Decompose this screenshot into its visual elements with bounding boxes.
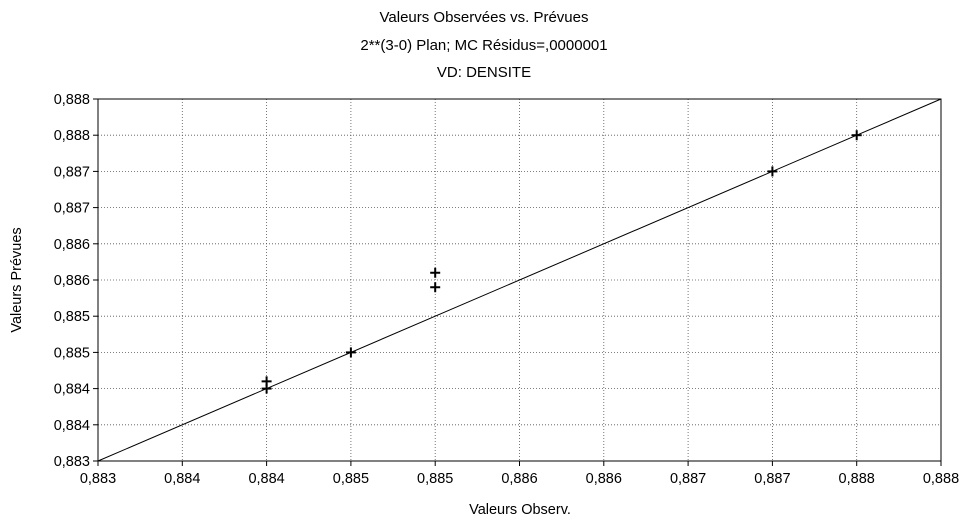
x-tick-label: 0,885 (333, 471, 369, 487)
x-tick-label: 0,887 (754, 471, 790, 487)
y-tick-label: 0,886 (54, 237, 90, 253)
x-tick-label: 0,884 (248, 471, 284, 487)
x-tick-label: 0,888 (839, 471, 875, 487)
x-tick-labels: 0,883 0,884 0,884 0,885 0,885 0,886 0,886 0,887… (80, 471, 959, 487)
y-tick-label: 0,884 (54, 418, 90, 434)
fit-line (97, 98, 942, 462)
data-point (851, 130, 862, 141)
chart-subtitle: 2**(3-0) Plan; MC Résidus=,0000001 (360, 37, 607, 54)
y-tick-label: 0,887 (54, 201, 90, 217)
y-tick-label: 0,888 (54, 92, 90, 108)
x-axis-label: Valeurs Observ. (469, 502, 571, 518)
y-tick-labels: 0,888 0,888 0,887 0,887 0,886 0,886 0,885 0,885… (54, 92, 90, 470)
data-point (430, 282, 441, 293)
y-tick-label: 0,885 (54, 345, 90, 361)
x-tick-label: 0,883 (80, 471, 116, 487)
y-tick-label: 0,887 (54, 164, 90, 180)
y-tick-label: 0,885 (54, 309, 90, 325)
x-tick-label: 0,884 (164, 471, 200, 487)
y-tick-label: 0,884 (54, 382, 90, 398)
x-tick-label: 0,885 (417, 471, 453, 487)
y-tick-label: 0,888 (54, 128, 90, 144)
data-point (261, 383, 272, 394)
data-points (261, 130, 862, 394)
y-tick-label: 0,886 (54, 273, 90, 289)
x-tick-label: 0,886 (586, 471, 622, 487)
grid-lines (98, 99, 941, 461)
y-axis-label: Valeurs Prévues (9, 227, 25, 332)
data-point (430, 267, 441, 278)
x-tick-label: 0,886 (501, 471, 537, 487)
y-tick-label: 0,883 (54, 454, 90, 470)
x-tick-label: 0,887 (670, 471, 706, 487)
axis-ticks (93, 98, 942, 466)
data-point (767, 166, 778, 177)
data-point (345, 347, 356, 358)
plot-frame (97, 98, 942, 462)
x-tick-label: 0,888 (923, 471, 959, 487)
chart-title: Valeurs Observées vs. Prévues (380, 9, 589, 26)
chart-subtitle-2: VD: DENSITE (437, 64, 531, 81)
